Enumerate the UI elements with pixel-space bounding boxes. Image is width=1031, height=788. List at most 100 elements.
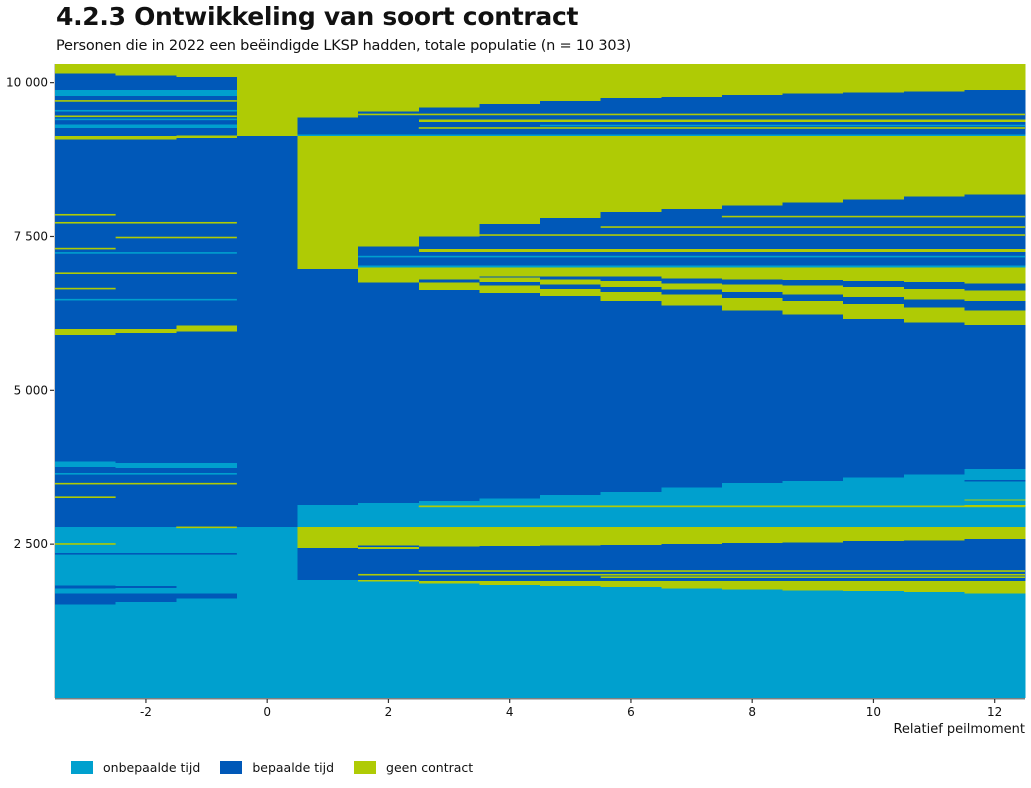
segment-onbepaald [661,487,723,506]
segment-onbepaald [115,462,177,468]
segment-onbepaald [964,134,1026,137]
segment-bepaald [479,104,541,120]
segment-onbepaald [176,462,238,468]
column-10 [843,64,905,698]
segment-bepaald [964,325,1026,470]
segment-geen [661,136,723,209]
segment-bepaald [236,136,298,527]
segment-geen [418,248,480,252]
segment-geen [782,581,844,591]
segment-bepaald [479,276,541,278]
segment-geen [176,325,238,332]
segment-onbepaald [358,265,420,268]
segment-onbepaald [418,583,480,698]
segment-bepaald [540,545,602,582]
x-tick-label: 0 [263,705,271,719]
segment-geen [964,581,1026,594]
segment-geen [479,581,541,585]
segment-geen [297,64,359,118]
segment-onbepaald [115,526,177,586]
segment-geen [964,267,1026,284]
segment-onbepaald [55,124,117,129]
column-7 [661,64,723,698]
segment-bepaald [661,544,723,582]
thin-line-geen [479,234,1026,236]
segment-geen [418,267,480,280]
legend-item-geen-contract: geen contract [354,760,473,775]
segment-onbepaald [903,134,965,137]
segment-geen [358,64,420,112]
legend-swatch-bepaalde-tijd [220,761,243,774]
segment-bepaald [115,593,177,602]
segment-onbepaald [418,134,480,137]
segment-bepaald [418,546,480,582]
segment-bepaald [418,236,480,249]
segment-geen [721,136,783,206]
segment-onbepaald [721,506,783,527]
y-axis-ticks: 2 500 5 000 7 500 10 000 [6,76,54,551]
segment-bepaald [600,301,662,492]
segment-onbepaald [661,506,723,527]
segment-onbepaald [358,134,420,137]
segment-geen [964,310,1026,326]
thin-line-onbepaald [358,255,1026,258]
segment-bepaald [176,331,238,463]
segment-bepaald [903,91,965,120]
segment-bepaald [661,208,723,249]
thin-line-geen [55,100,237,102]
thin-line-onbepaald [540,124,1025,127]
segment-geen [418,64,480,108]
segment-geen [418,526,480,547]
segment-onbepaald [964,481,1026,500]
thin-line-geen [55,247,116,250]
segment-bepaald [964,251,1026,266]
segment-bepaald [358,111,420,135]
segment-bepaald [55,139,117,329]
legend-swatch-onbepaalde-tijd [71,761,93,774]
segment-geen [661,248,723,252]
segment-onbepaald [964,265,1026,268]
segment-bepaald [115,75,177,91]
thin-line-geen [418,127,1025,129]
segment-geen [782,119,844,123]
segment-onbepaald [176,90,238,97]
segment-onbepaald [600,265,662,268]
column--2 [115,64,177,698]
segment-geen [600,119,662,123]
segment-bepaald [358,545,420,548]
segment-bepaald [418,107,480,120]
column-5 [540,64,602,698]
segment-geen [540,136,602,219]
segment-geen [721,581,783,590]
segment-geen [540,288,602,297]
legend-item-onbepaalde-tijd: onbepaalde tijd [71,760,200,775]
segment-onbepaald [600,506,662,527]
thin-line-geen [418,505,1025,508]
thin-line-geen [721,215,1026,218]
segment-onbepaald [964,469,1026,481]
segment-geen [479,267,541,277]
segment-bepaald [782,202,844,249]
segment-geen [843,248,905,252]
column-1 [297,64,359,698]
segment-onbepaald [600,587,662,698]
segment-bepaald [600,98,662,120]
thin-line-bepaald [55,553,237,555]
segment-bepaald [540,276,602,280]
segment-geen [782,267,844,281]
segment-bepaald [903,322,965,475]
segment-bepaald [782,294,844,302]
thin-line-onbepaald [55,473,237,475]
x-tick-label: 4 [506,705,514,719]
segment-bepaald [661,96,723,120]
segment-onbepaald [843,590,905,698]
segment-geen [903,119,965,123]
segment-onbepaald [903,474,965,506]
segment-onbepaald [55,526,117,586]
segment-bepaald [297,269,359,505]
segment-bepaald [964,194,1026,249]
segment-bepaald [843,280,905,287]
segment-bepaald [903,299,965,308]
segment-bepaald [115,128,177,137]
segment-geen [540,526,602,546]
